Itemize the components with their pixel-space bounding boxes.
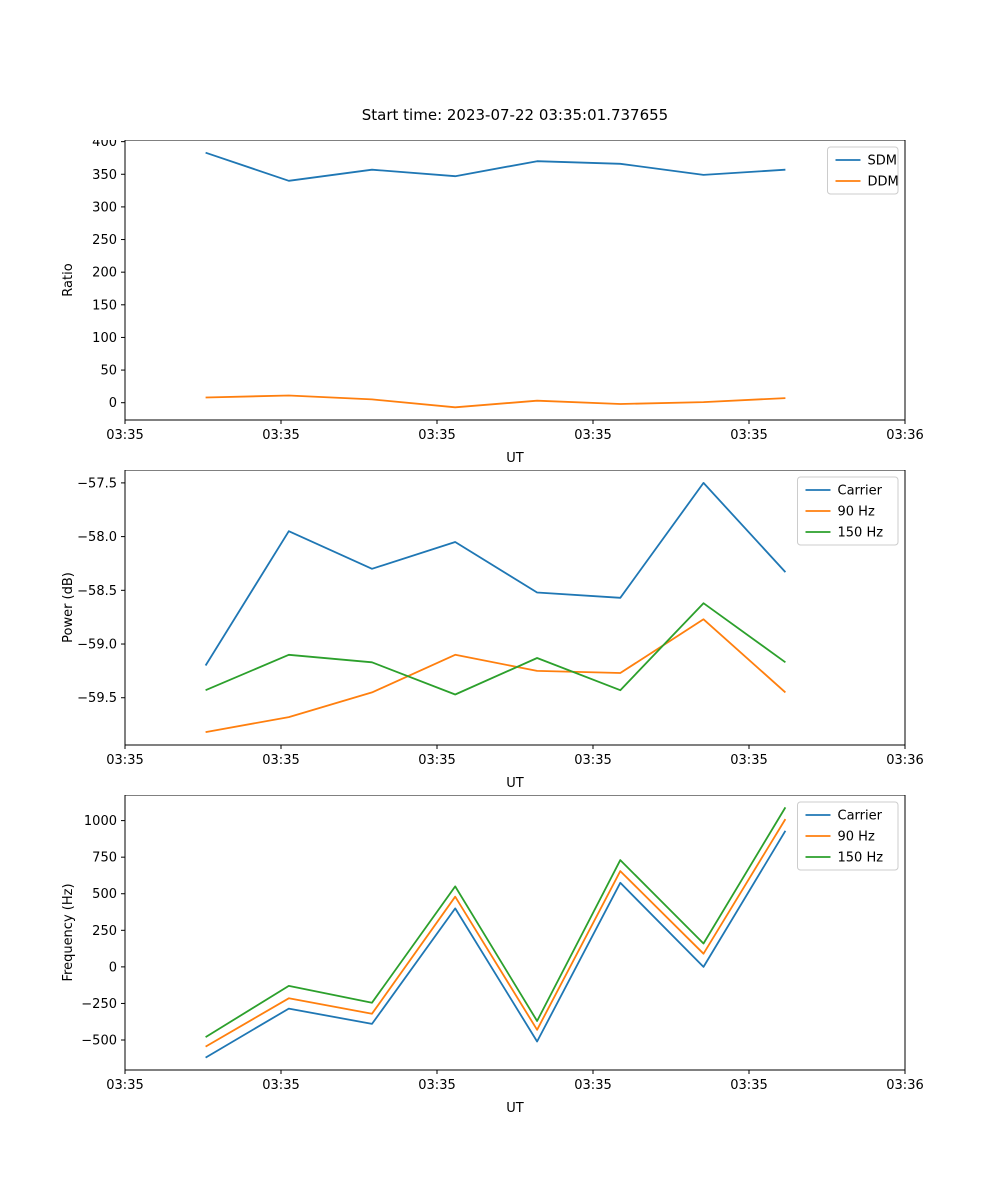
series-line-carrier [205, 830, 787, 1059]
power-chart: 03:35 03:35 03:35 03:35 03:35 03:36 −57.5 −58.0… [0, 469, 1000, 811]
x-tick-label: 03:36 [886, 428, 923, 443]
y-tick-label: −59.0 [77, 638, 117, 653]
y-tick-label: 150 [92, 298, 117, 313]
y-tick-label: 750 [92, 851, 117, 866]
x-tick-label: 03:36 [886, 1078, 923, 1093]
ratio-chart: 03:35 03:35 03:35 03:35 03:35 03:36 0 50 100 150 2… [0, 135, 1000, 486]
x-tick-label: 03:35 [106, 1078, 143, 1093]
series-line-ddm [205, 394, 786, 409]
series-line-90-hz [205, 618, 786, 733]
y-tick-label: −57.5 [77, 476, 117, 491]
y-tick-label: 300 [92, 200, 117, 215]
x-tick-label: 03:35 [418, 428, 455, 443]
series-line-90-hz [205, 818, 787, 1048]
y-tick-label: −59.5 [77, 691, 117, 706]
y-tick-label: 100 [92, 331, 117, 346]
y-tick-label: 250 [92, 924, 117, 939]
series-line-150-hz [205, 806, 787, 1038]
series-line-150-hz [205, 602, 786, 696]
x-tick-label: 03:35 [730, 1078, 767, 1093]
y-axis-label: Power (dB) [61, 572, 76, 643]
y-tick-label: 1000 [84, 814, 117, 829]
legend-box [827, 146, 899, 195]
y-tick-label: −500 [81, 1034, 117, 1049]
y-axis-label: Frequency (Hz) [61, 883, 76, 981]
x-axis-label: UT [506, 451, 524, 466]
x-tick-label: 03:35 [262, 428, 299, 443]
y-tick-label: 350 [92, 168, 117, 183]
legend-box [797, 801, 899, 871]
plot-frame [124, 469, 906, 746]
y-tick-label: 0 [109, 960, 117, 975]
x-axis-label: UT [506, 776, 524, 791]
series-line-sdm [205, 151, 786, 182]
figure-title: Start time: 2023-07-22 03:35:01.737655 [361, 106, 669, 124]
x-axis-label: UT [506, 1101, 524, 1116]
y-tick-label: 250 [92, 233, 117, 248]
legend-label: 90 Hz [838, 830, 875, 845]
legend-label: Carrier [838, 809, 883, 824]
y-tick-label: 200 [92, 266, 117, 281]
y-tick-label: 400 [92, 140, 117, 150]
legend-box [797, 476, 899, 546]
y-tick-label: 50 [100, 364, 117, 379]
legend-label: SDM [868, 154, 897, 169]
x-tick-label: 03:35 [418, 753, 455, 768]
y-tick-label: −58.5 [77, 584, 117, 599]
x-tick-label: 03:35 [106, 753, 143, 768]
plot-frame [124, 139, 906, 421]
x-tick-label: 03:35 [574, 428, 611, 443]
legend-label: 90 Hz [838, 505, 875, 520]
power-chart-canvas: 03:35 03:35 03:35 03:35 03:35 03:36 −57.5 −58.0… [61, 469, 924, 791]
x-tick-label: 03:35 [730, 428, 767, 443]
x-tick-label: 03:35 [262, 753, 299, 768]
y-axis-label: Ratio [61, 263, 76, 296]
x-tick-label: 03:35 [262, 1078, 299, 1093]
y-tick-label: 0 [109, 396, 117, 411]
x-tick-label: 03:36 [886, 753, 923, 768]
series-line-carrier [204, 481, 787, 666]
frequency-chart-canvas: 03:35 03:35 03:35 03:35 03:35 03:36 −500 −250 0 2… [61, 794, 924, 1116]
y-tick-label: −58.0 [77, 530, 117, 545]
x-tick-label: 03:35 [574, 753, 611, 768]
x-tick-label: 03:35 [730, 753, 767, 768]
legend-label: DDM [868, 175, 899, 190]
ratio-chart-canvas: 03:35 03:35 03:35 03:35 03:35 03:36 0 50 100 150 2… [61, 135, 924, 466]
x-tick-label: 03:35 [418, 1078, 455, 1093]
legend-label: Carrier [838, 484, 883, 499]
legend-label: 150 Hz [838, 526, 884, 541]
y-tick-label: −250 [81, 997, 117, 1012]
plot-frame [124, 794, 906, 1071]
x-tick-label: 03:35 [574, 1078, 611, 1093]
y-tick-label: 500 [92, 887, 117, 902]
x-tick-label: 03:35 [106, 428, 143, 443]
legend-label: 150 Hz [838, 851, 884, 866]
frequency-chart: 03:35 03:35 03:35 03:35 03:35 03:36 −500 −250 0 2… [0, 794, 1000, 1136]
